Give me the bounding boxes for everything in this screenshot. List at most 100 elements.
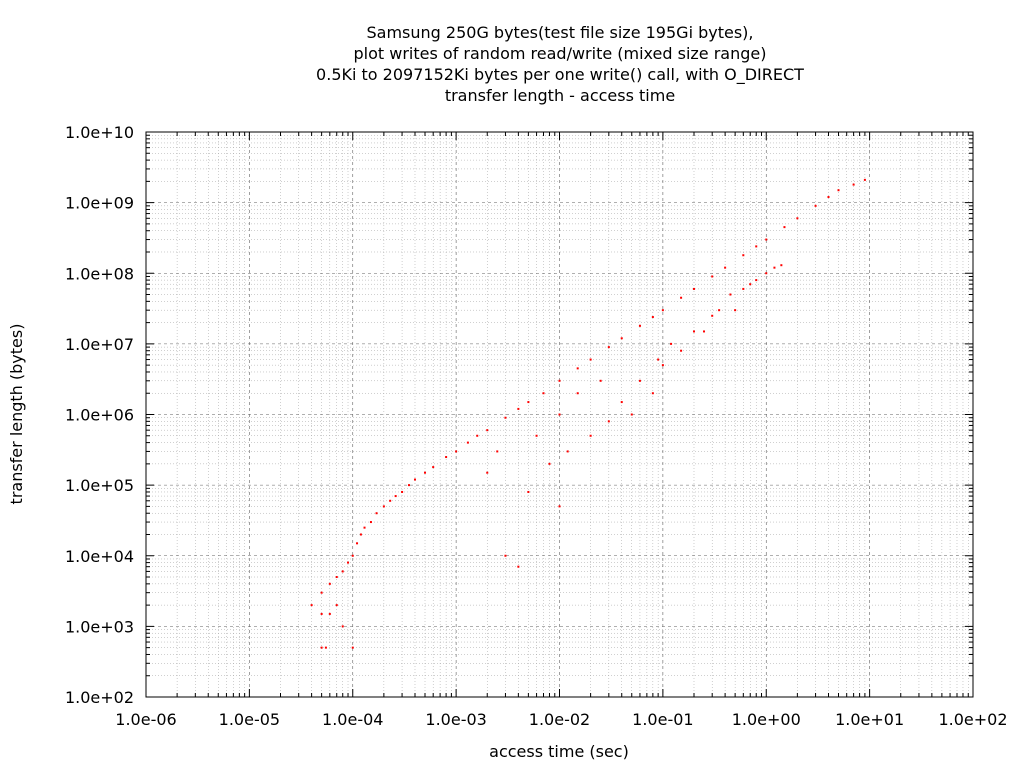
data-point — [527, 401, 530, 404]
data-point — [389, 499, 392, 502]
data-point — [599, 379, 602, 382]
y-tick-label: 1.0e+04 — [65, 547, 134, 566]
data-point — [310, 604, 313, 607]
y-tick-label: 1.0e+06 — [65, 406, 134, 425]
data-point — [638, 324, 641, 327]
data-point — [630, 413, 633, 416]
y-tick-label: 1.0e+09 — [65, 194, 134, 213]
axis-ticks — [145, 131, 974, 698]
data-point — [369, 521, 372, 524]
data-point — [711, 314, 714, 317]
data-point — [413, 478, 416, 481]
data-point — [320, 646, 323, 649]
data-point — [607, 420, 610, 423]
data-point — [680, 296, 683, 299]
data-point — [566, 450, 569, 453]
data-point — [576, 367, 579, 370]
data-point — [755, 279, 758, 282]
data-point — [576, 392, 579, 395]
x-tick-label: 1.0e+00 — [732, 710, 801, 729]
y-tick-label: 1.0e+03 — [65, 617, 134, 636]
data-point — [527, 490, 530, 493]
data-point — [535, 434, 538, 437]
data-point — [341, 625, 344, 628]
data-point — [589, 434, 592, 437]
data-point — [651, 316, 654, 319]
data-point — [657, 358, 660, 361]
data-point — [780, 264, 783, 267]
data-point — [504, 416, 507, 419]
data-point — [742, 254, 745, 257]
data-point — [335, 604, 338, 607]
data-point — [548, 462, 551, 465]
data-point — [324, 646, 327, 649]
title-line-4: transfer length - access time — [445, 86, 675, 105]
data-point — [558, 379, 561, 382]
y-tick-label: 1.0e+07 — [65, 335, 134, 354]
data-point — [455, 450, 458, 453]
data-point — [347, 561, 350, 564]
title-line-3: 0.5Ki to 2097152Ki bytes per one write()… — [316, 65, 804, 85]
x-tick-label: 1.0e+02 — [938, 710, 1007, 729]
data-point — [320, 591, 323, 594]
data-point — [335, 576, 338, 579]
data-point — [734, 309, 737, 312]
data-point — [394, 495, 397, 498]
x-axis-label: access time (sec) — [489, 742, 629, 761]
data-point — [670, 342, 673, 345]
data-point — [773, 266, 776, 269]
data-point — [796, 217, 799, 220]
data-point — [620, 401, 623, 404]
y-tick-label: 1.0e+02 — [65, 688, 134, 707]
data-point — [783, 226, 786, 229]
x-tick-label: 1.0e-03 — [425, 710, 486, 729]
data-point — [328, 582, 331, 585]
data-points — [310, 178, 866, 649]
data-point — [661, 364, 664, 367]
title-line-2: plot writes of random read/write (mixed … — [354, 44, 767, 63]
data-point — [827, 196, 830, 199]
data-point — [401, 490, 404, 493]
data-point — [765, 238, 768, 241]
data-point — [729, 293, 732, 296]
data-point — [703, 330, 706, 333]
data-point — [724, 266, 727, 269]
data-point — [466, 441, 469, 444]
data-point — [863, 178, 866, 181]
y-tick-label: 1.0e+05 — [65, 476, 134, 495]
y-tick-labels: 1.0e+02 1.0e+03 1.0e+04 1.0e+05 1.0e+06 1.0e+… — [65, 123, 134, 707]
title-line-1: Samsung 250G bytes(test file size 195Gi … — [367, 23, 754, 42]
x-tick-label: 1.0e-06 — [115, 710, 176, 729]
data-point — [749, 283, 752, 286]
data-point — [589, 358, 592, 361]
x-tick-label: 1.0e+01 — [835, 710, 904, 729]
data-point — [692, 330, 695, 333]
data-point — [638, 379, 641, 382]
data-point — [359, 533, 362, 536]
data-point — [692, 287, 695, 290]
data-point — [320, 612, 323, 615]
data-point — [542, 392, 545, 395]
x-tick-label: 1.0e-04 — [322, 710, 383, 729]
data-point — [651, 392, 654, 395]
data-point — [852, 183, 855, 186]
data-point — [814, 204, 817, 207]
x-tick-label: 1.0e-05 — [219, 710, 280, 729]
data-point — [476, 434, 479, 437]
data-point — [363, 526, 366, 529]
y-axis-label: transfer length (bytes) — [7, 324, 26, 505]
data-point — [351, 554, 354, 557]
data-point — [661, 309, 664, 312]
x-tick-label: 1.0e-01 — [632, 710, 693, 729]
data-point — [680, 349, 683, 352]
data-point — [486, 471, 489, 474]
x-tick-label: 1.0e-02 — [529, 710, 590, 729]
data-point — [445, 456, 448, 459]
data-point — [432, 466, 435, 469]
data-point — [375, 512, 378, 515]
data-point — [351, 646, 354, 649]
data-point — [607, 346, 610, 349]
data-point — [837, 189, 840, 192]
data-point — [742, 287, 745, 290]
